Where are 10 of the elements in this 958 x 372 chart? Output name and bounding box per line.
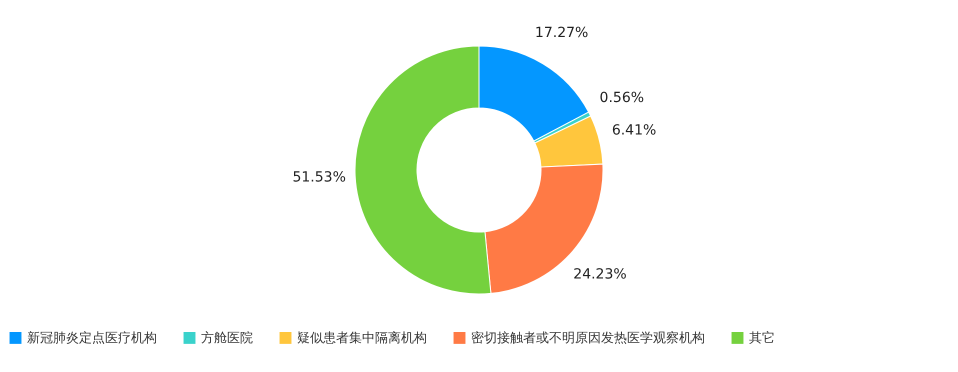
data-label: 17.27%	[534, 24, 588, 41]
data-label: 6.41%	[612, 122, 656, 139]
data-label: 0.56%	[600, 90, 644, 106]
legend-label: 其它	[749, 330, 775, 346]
legend-label: 疑似患者集中隔离机构	[297, 330, 427, 346]
legend-label: 密切接触者或不明原因发热医学观察机构	[471, 330, 705, 346]
legend-label: 方舱医院	[201, 330, 253, 346]
data-label: 24.23%	[573, 266, 627, 283]
data-label: 51.53%	[292, 170, 346, 186]
legend-label: 新冠肺炎定点医疗机构	[27, 330, 157, 346]
